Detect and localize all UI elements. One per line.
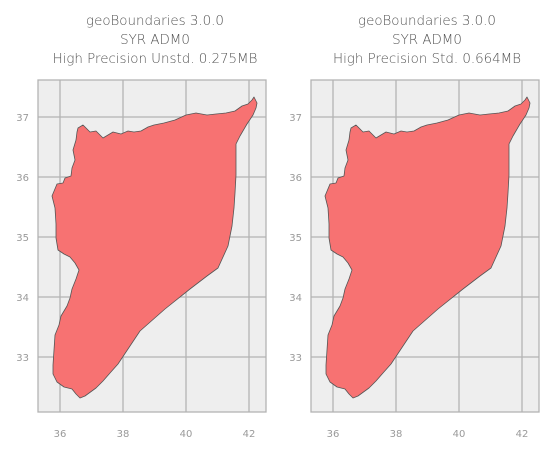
panel-1-plot-frame	[37, 79, 267, 413]
panel-1-title: geoBoundaries 3.0.0 SYR ADM0 High Precis…	[20, 12, 290, 69]
panel-1-map: 36 38 40 42 37 36 35 34 33	[16, 79, 267, 440]
panel-1-y-tick-34: 34	[16, 293, 29, 304]
panel-2-x-tick-38: 38	[390, 429, 403, 440]
panel-2-x-tick-36: 36	[327, 429, 340, 440]
panel-1-title-line-1: geoBoundaries 3.0.0	[86, 14, 224, 29]
panel-1-y-tick-37: 37	[16, 113, 29, 124]
panel-2-title-line-2: SYR ADM0	[392, 33, 462, 48]
panel-1-x-tick-40: 40	[180, 429, 193, 440]
panel-1-x-tick-42: 42	[243, 429, 256, 440]
panel-1-y-tick-33: 33	[16, 353, 29, 364]
panel-2-y-tick-33: 33	[289, 353, 302, 364]
panel-2-syria-boundary	[324, 96, 531, 399]
panel-2-title: geoBoundaries 3.0.0 SYR ADM0 High Precis…	[292, 12, 556, 69]
panel-2-y-tick-37: 37	[289, 113, 302, 124]
panel-2-y-tick-35: 35	[289, 233, 302, 244]
panel-1-title-line-3: High Precision Unstd. 0.275MB	[52, 52, 258, 67]
panel-2-x-tick-40: 40	[453, 429, 466, 440]
panel-1-x-tick-36: 36	[54, 429, 67, 440]
panel-2-y-tick-36: 36	[289, 173, 302, 184]
panel-1-title-line-2: SYR ADM0	[120, 33, 190, 48]
panel-2-map: 36 38 40 42 37 36 35 34 33	[289, 79, 540, 440]
panel-2-y-tick-34: 34	[289, 293, 302, 304]
panel-1-y-tick-35: 35	[16, 233, 29, 244]
panel-1-x-tick-38: 38	[117, 429, 130, 440]
panel-1-syria-boundary	[51, 96, 258, 399]
panel-2-title-line-1: geoBoundaries 3.0.0	[358, 14, 496, 29]
panel-1-y-tick-36: 36	[16, 173, 29, 184]
panel-2-plot-frame	[310, 79, 540, 413]
panel-2-title-line-3: High Precision Std. 0.664MB	[333, 52, 521, 67]
panel-2-x-tick-42: 42	[516, 429, 529, 440]
